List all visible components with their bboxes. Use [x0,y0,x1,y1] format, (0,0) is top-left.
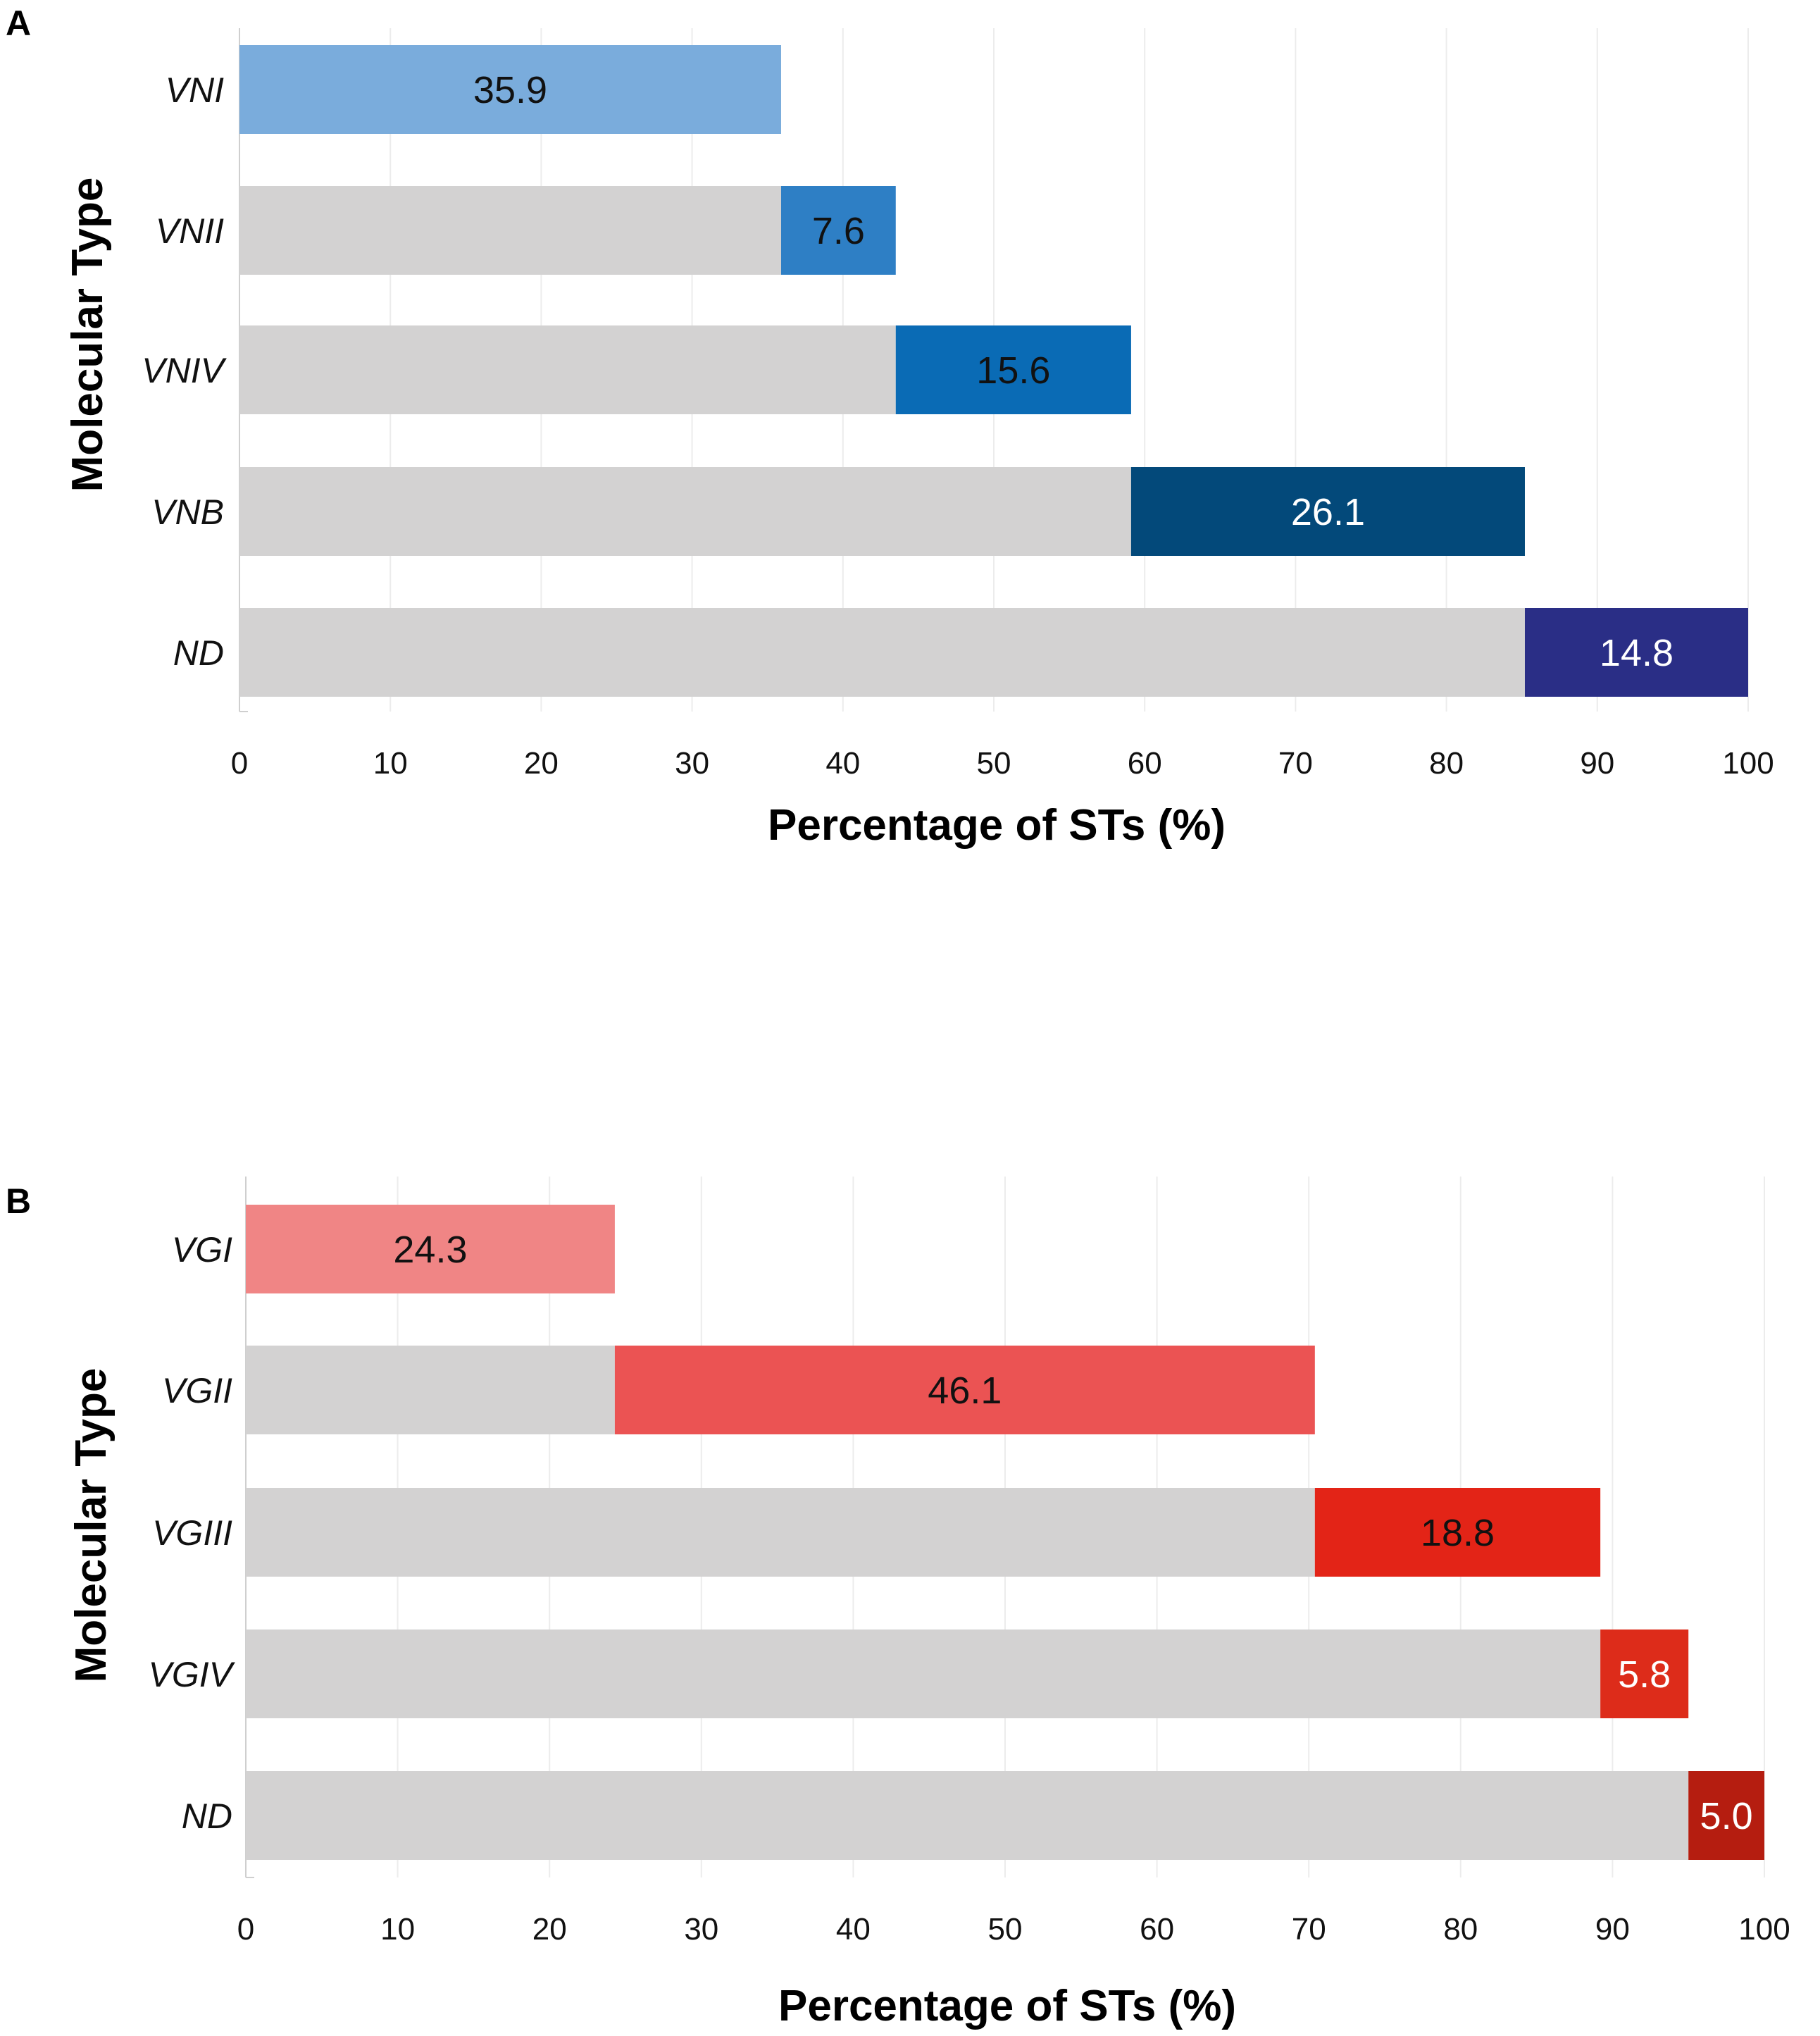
value-bar-vnii [780,186,896,275]
x-tick-label-10: 10 [380,1912,415,1947]
panel-a-y-axis-title: Molecular Type [63,178,112,492]
x-tick-label-50: 50 [988,1912,1023,1947]
offset-bar-vgiv [246,1630,1601,1718]
value-bar-vni [239,45,781,134]
x-tick-label-80: 80 [1429,746,1464,781]
value-label-vgiii: 18.8 [1421,1512,1495,1554]
x-tick-label-100: 100 [1722,746,1774,781]
value-bar-vgii [614,1346,1315,1434]
x-tick-label-90: 90 [1580,746,1614,781]
value-label-vnii: 7.6 [812,210,865,252]
x-tick-label-90: 90 [1595,1912,1630,1947]
offset-bar-vnii [239,186,781,275]
panel-b-letter: B [6,1181,31,1221]
value-bar-vgi [246,1205,615,1293]
x-tick-label-0: 0 [231,746,248,781]
x-tick-label-100: 100 [1738,1912,1790,1947]
offset-bar-vniv [239,325,896,414]
value-label-vni: 35.9 [473,69,547,111]
panel-a-letter: A [6,4,31,43]
value-label-vniv: 15.6 [976,349,1050,392]
panel-b-chart: B 24.346.118.85.85.0 VGIVGIIVGIIIVGIVND … [6,1177,1790,2030]
category-label-vgii: VGII [162,1371,232,1410]
value-label-vnb: 26.1 [1291,491,1365,533]
category-label-vgiv: VGIV [149,1655,236,1694]
panel-a-chart: A 35.9 7.6 15.6 26.1 14.8 VNI VNII VNIV VNB ND 0… [6,4,1774,850]
value-label-nd: 5.0 [1700,1795,1753,1837]
x-tick-label-20: 20 [524,746,559,781]
value-label-vgii: 46.1 [928,1370,1002,1412]
value-bar-vniv [895,325,1131,414]
x-tick-label-40: 40 [825,746,860,781]
value-label-vgi: 24.3 [393,1229,467,1271]
panel-b-y-axis-title: Molecular Type [67,1368,116,1683]
offset-bar-nd [239,608,1525,697]
value-bar-vgiv [1600,1630,1689,1718]
value-bar-vgiii [1314,1488,1601,1577]
value-bar-nd [1524,608,1748,697]
category-label-vniv: VNIV [142,351,227,390]
panel-b-x-axis-title: Percentage of STs (%) [778,1982,1236,2030]
category-label-nd: ND [173,633,224,673]
offset-bar-nd [246,1771,1689,1860]
offset-bar-vgii [246,1346,615,1434]
x-tick-label-30: 30 [675,746,709,781]
x-tick-label-30: 30 [684,1912,718,1947]
value-label-nd: 14.8 [1600,632,1673,674]
category-label-vgi: VGI [172,1230,232,1270]
category-label-vgiii: VGIII [152,1513,232,1553]
category-label-vnb: VNB [151,492,224,532]
category-label-vnii: VNII [156,211,224,251]
panel-a-x-axis-title: Percentage of STs (%) [768,801,1226,850]
value-bar-nd [1688,1771,1764,1860]
x-tick-label-10: 10 [373,746,408,781]
x-tick-label-60: 60 [1128,746,1162,781]
x-tick-label-0: 0 [237,1912,254,1947]
category-label-nd: ND [182,1796,232,1836]
x-tick-label-60: 60 [1140,1912,1174,1947]
x-tick-label-40: 40 [836,1912,871,1947]
value-bar-vnb [1130,467,1525,556]
x-tick-label-80: 80 [1443,1912,1478,1947]
x-tick-label-20: 20 [532,1912,567,1947]
offset-bar-vgiii [246,1488,1315,1577]
category-label-vni: VNI [166,70,224,110]
x-tick-label-70: 70 [1292,1912,1326,1947]
x-tick-label-50: 50 [977,746,1011,781]
value-label-vgiv: 5.8 [1618,1653,1671,1696]
offset-bar-vnb [239,467,1131,556]
x-tick-label-70: 70 [1278,746,1313,781]
